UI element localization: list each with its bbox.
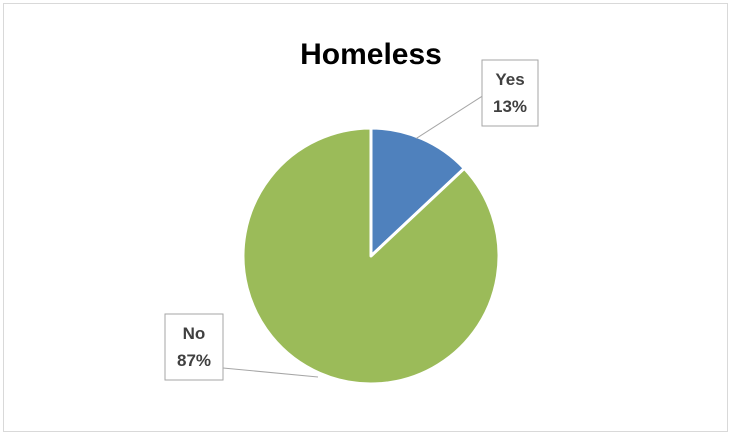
leader-line (222, 367, 319, 378)
data-label-value: 13% (493, 97, 527, 116)
pie-slice-yes (369, 126, 466, 258)
data-label-category: No (183, 324, 206, 343)
data-label-value: 87% (177, 351, 211, 370)
chart-title: Homeless (300, 38, 442, 71)
data-label-box (164, 313, 224, 381)
data-label-no: No 87% (164, 313, 319, 381)
data-labels: Yes 13% No 87% (164, 59, 539, 381)
leader-line (416, 95, 483, 139)
data-label-yes: Yes 13% (416, 59, 539, 139)
pie-slice-no (241, 126, 501, 386)
data-label-category: Yes (495, 70, 524, 89)
pie-slices (241, 126, 501, 386)
data-label-box (481, 59, 539, 127)
